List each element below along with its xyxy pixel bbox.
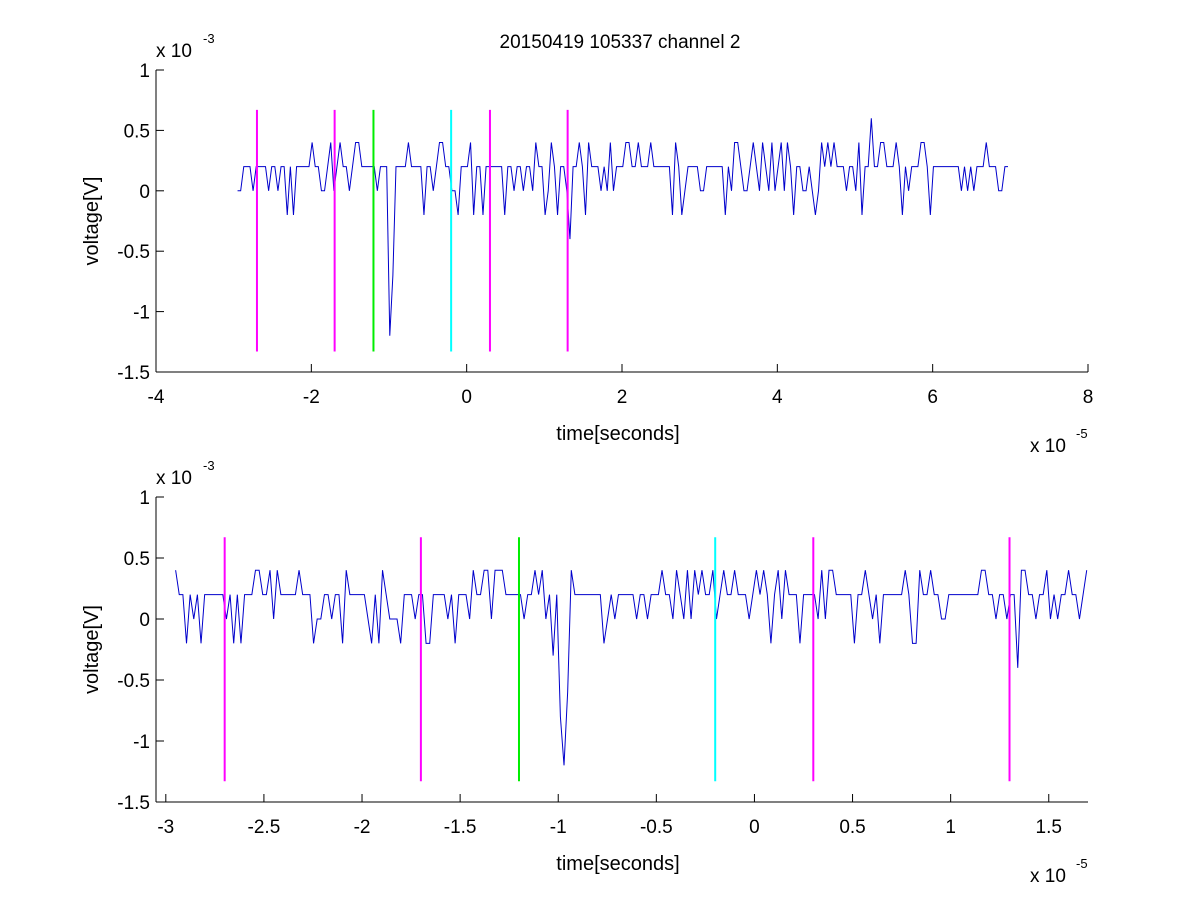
x-axis-multiplier: x 10 (1030, 436, 1066, 457)
y-axis-label: voltage[V] (81, 177, 103, 266)
x-tick-label: 8 (1083, 387, 1094, 408)
y-axis-exponent: -3 (203, 458, 215, 473)
x-tick-label: 0.5 (839, 817, 865, 838)
y-tick-label: 0.5 (124, 549, 150, 570)
x-tick-label: -4 (148, 387, 165, 408)
x-tick-label: -1.5 (444, 817, 477, 838)
x-tick-label: -2 (303, 387, 320, 408)
x-axis-exponent: -5 (1076, 426, 1088, 441)
y-tick-label: -1.5 (117, 363, 150, 384)
x-tick-label: 0 (749, 817, 760, 838)
y-tick-label: -1.5 (117, 793, 150, 814)
bottom-subplot: -3 -2.5 -2 -1.5 -1 -0.5 0 0.5 1 1.5 -1.5 -1 -0.5 0 0.5… (81, 458, 1088, 887)
x-tick-label: -0.5 (640, 817, 673, 838)
y-axis-multiplier: x 10 (156, 41, 192, 62)
x-axis-multiplier: x 10 (1030, 866, 1066, 887)
figure-title: 20150419 105337 channel 2 (500, 32, 741, 53)
y-tick-label: 1 (139, 61, 150, 82)
signal-line (237, 118, 1008, 336)
x-tick-label: -3 (157, 817, 174, 838)
x-tick-label: 1.5 (1036, 817, 1062, 838)
top-subplot: -4 -2 0 2 4 6 8 -1.5 -1 -0.5 0 0.5 1 time[seconds] vol… (81, 31, 1093, 457)
y-axis-label: voltage[V] (81, 605, 103, 694)
y-tick-label: 0 (139, 182, 150, 203)
signal-line (175, 569, 1088, 766)
y-tick-label: 0 (139, 610, 150, 631)
x-tick-label: 2 (617, 387, 628, 408)
x-axis-label: time[seconds] (556, 423, 679, 445)
y-tick-label: -0.5 (117, 671, 150, 692)
x-axis-exponent: -5 (1076, 856, 1088, 871)
y-tick-label: -0.5 (117, 242, 150, 263)
y-tick-label: -1 (133, 732, 150, 753)
y-tick-label: 0.5 (124, 121, 150, 142)
x-tick-label: -2.5 (248, 817, 281, 838)
y-axis-exponent: -3 (203, 31, 215, 46)
x-tick-label: -2 (354, 817, 371, 838)
x-tick-label: 6 (927, 387, 938, 408)
x-tick-label: 0 (461, 387, 472, 408)
x-axis-label: time[seconds] (556, 853, 679, 875)
y-tick-label: 1 (139, 488, 150, 509)
x-tick-label: 4 (772, 387, 783, 408)
y-axis-multiplier: x 10 (156, 468, 192, 489)
x-tick-label: 1 (945, 817, 956, 838)
y-tick-label: -1 (133, 303, 150, 324)
x-tick-label: -1 (550, 817, 567, 838)
